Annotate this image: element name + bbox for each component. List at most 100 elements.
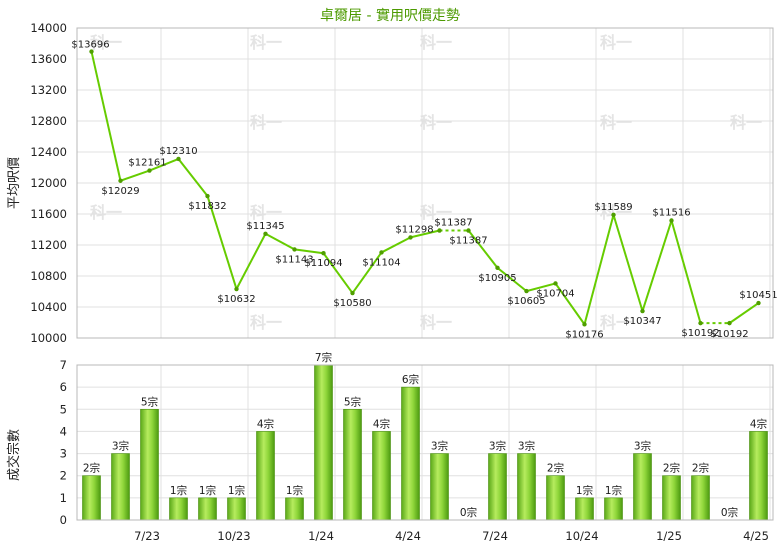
price-point: [408, 235, 413, 240]
price-line-segment: [149, 158, 179, 172]
volume-bar-label: 3宗: [518, 440, 535, 453]
watermark-text: 科一: [420, 313, 452, 332]
price-data-label: $13696: [71, 40, 109, 51]
price-data-label: $10451: [739, 290, 777, 301]
volume-bar-label: 2宗: [663, 462, 680, 475]
price-point: [640, 308, 645, 314]
price-data-label: $12161: [128, 158, 166, 169]
price-point: [611, 212, 616, 218]
price-line-segment: [381, 236, 411, 254]
price-y-tick-label: 11200: [30, 238, 67, 252]
volume-plot-frame: [76, 364, 774, 521]
volume-bar-label: 1宗: [199, 484, 216, 497]
volume-bar: [546, 475, 565, 521]
watermark-text: 科一: [600, 313, 632, 332]
price-plot-frame: [76, 27, 774, 339]
watermark-text: 科一: [420, 33, 452, 52]
volume-bar-label: 4宗: [257, 417, 274, 430]
volume-bar-label: 3宗: [112, 440, 129, 453]
x-tick-label: 1/25: [656, 529, 682, 543]
price-data-label: $11104: [362, 257, 400, 268]
volume-bar: [372, 431, 391, 521]
x-tick-label: 1/24: [308, 529, 334, 543]
price-point: [756, 300, 761, 306]
volume-bar: [140, 408, 159, 521]
volume-bar: [488, 453, 507, 521]
price-point: [350, 290, 355, 296]
price-line-segment: [526, 282, 556, 293]
price-line-segment: [612, 214, 644, 312]
price-data-label: $10580: [333, 298, 371, 309]
price-y-tick-label: 10400: [30, 300, 67, 314]
watermark-text: 科一: [600, 203, 632, 222]
price-data-label: $10192: [710, 329, 748, 340]
volume-bar-label: 4宗: [750, 417, 767, 430]
watermark-text: 科一: [420, 113, 452, 132]
price-data-label: $10704: [536, 288, 574, 299]
price-point: [205, 193, 210, 199]
price-data-label: $10632: [217, 294, 255, 305]
price-point: [495, 265, 500, 271]
volume-bar-label: 5宗: [344, 395, 361, 408]
volume-bar-label: 1宗: [576, 484, 593, 497]
price-point: [553, 281, 558, 286]
price-data-label: $12310: [159, 146, 197, 157]
volume-y-axis-title: 成交宗數: [6, 429, 22, 481]
price-point: [727, 320, 732, 326]
volume-bar: [169, 497, 188, 521]
volume-bar-label: 3宗: [431, 440, 448, 453]
price-line-segment: [641, 220, 673, 312]
price-line-segment: [467, 229, 499, 269]
price-line-segment: [583, 214, 615, 325]
volume-y-tick-label: 6: [60, 380, 67, 394]
volume-bar-label: 1宗: [170, 484, 187, 497]
price-y-tick-labels: 10000 10400 10800 11200 11600 12000 12400 12800…: [30, 21, 67, 345]
price-line-segment: [206, 195, 238, 290]
volume-bar-labels: 2宗 3宗 5宗 1宗 1宗 1宗 4宗 1宗 7宗 5宗 4宗 6宗 3宗 0宗 3宗 3宗 2宗 1宗 1宗 3宗…: [83, 351, 767, 519]
price-line-segment: [496, 267, 528, 292]
chart-title: 卓爾居 - 實用呎價走勢: [320, 7, 460, 24]
volume-bar-label: 4宗: [373, 417, 390, 430]
price-data-labels: $13696 $12029 $12161$12310 $11832 $10632 $113…: [71, 40, 777, 341]
watermark-text: 科一: [600, 113, 632, 132]
volume-bar-label: 0宗: [460, 506, 477, 519]
price-line-segment: [322, 252, 354, 294]
volume-bar-label: 1宗: [286, 484, 303, 497]
price-point: [176, 156, 181, 162]
price-y-tick-label: 14000: [30, 21, 67, 35]
price-point: [234, 286, 239, 292]
volume-bar: [633, 453, 652, 521]
x-tick-label: 7/24: [482, 529, 508, 543]
price-point: [466, 228, 471, 233]
watermark-text: 科一: [250, 203, 282, 222]
volume-y-tick-label: 2: [60, 469, 67, 483]
price-data-label: $11143: [275, 254, 313, 265]
volume-y-tick-label: 3: [60, 447, 67, 461]
volume-bar: [749, 431, 768, 521]
price-data-label: $10192: [681, 328, 719, 339]
price-point: [379, 250, 384, 255]
price-points: [89, 49, 761, 327]
volume-bar-label: 5宗: [141, 395, 158, 408]
volume-bar-label: 1宗: [228, 484, 245, 497]
volume-y-tick-label: 7: [60, 358, 67, 372]
volume-bar: [691, 475, 710, 521]
price-line-segment: [670, 220, 702, 324]
price-point: [89, 49, 94, 54]
x-tick-label: 10/24: [565, 529, 598, 543]
price-line-segment: [90, 51, 122, 181]
watermark-text: 科一: [420, 203, 452, 222]
volume-bar: [314, 364, 333, 521]
x-tick-label: 10/23: [217, 529, 250, 543]
volume-bar: [575, 497, 594, 521]
volume-y-tick-label: 0: [60, 513, 67, 527]
x-tick-label: 4/25: [743, 529, 769, 543]
price-line-segment: [410, 229, 440, 239]
price-data-label: $11589: [594, 202, 632, 213]
x-tick-label: 4/24: [395, 529, 421, 543]
volume-bar: [256, 431, 275, 521]
volume-bar-label: 2宗: [692, 462, 709, 475]
price-point: [698, 320, 703, 326]
price-data-label: $10605: [507, 296, 545, 307]
